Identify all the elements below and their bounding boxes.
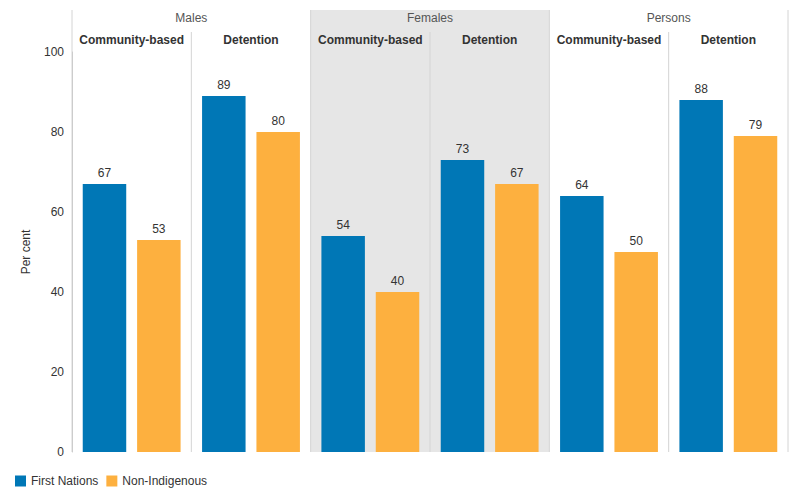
svg-text:80: 80 [51, 125, 65, 139]
svg-text:64: 64 [575, 178, 589, 192]
svg-text:79: 79 [749, 118, 763, 132]
svg-text:50: 50 [630, 234, 644, 248]
svg-text:First Nations: First Nations [31, 474, 98, 488]
svg-text:Community-based: Community-based [318, 33, 423, 47]
svg-text:Per cent: Per cent [19, 229, 33, 274]
svg-text:40: 40 [51, 285, 65, 299]
svg-text:Males: Males [175, 11, 207, 25]
svg-text:53: 53 [152, 222, 166, 236]
svg-text:88: 88 [694, 82, 708, 96]
svg-text:Persons: Persons [647, 11, 691, 25]
svg-text:100: 100 [44, 45, 64, 59]
svg-text:Females: Females [407, 11, 453, 25]
svg-text:89: 89 [217, 78, 231, 92]
svg-text:0: 0 [57, 445, 64, 459]
svg-text:80: 80 [272, 114, 286, 128]
svg-text:Detention: Detention [462, 33, 517, 47]
svg-text:Detention: Detention [701, 33, 756, 47]
svg-text:Detention: Detention [223, 33, 278, 47]
svg-text:60: 60 [51, 205, 65, 219]
svg-text:20: 20 [51, 365, 65, 379]
svg-text:67: 67 [98, 166, 112, 180]
svg-text:73: 73 [456, 142, 470, 156]
svg-text:40: 40 [391, 274, 405, 288]
svg-text:67: 67 [510, 166, 524, 180]
svg-text:54: 54 [336, 218, 350, 232]
svg-text:Community-based: Community-based [79, 33, 184, 47]
svg-text:Community-based: Community-based [557, 33, 662, 47]
svg-text:Non-Indigenous: Non-Indigenous [122, 474, 207, 488]
